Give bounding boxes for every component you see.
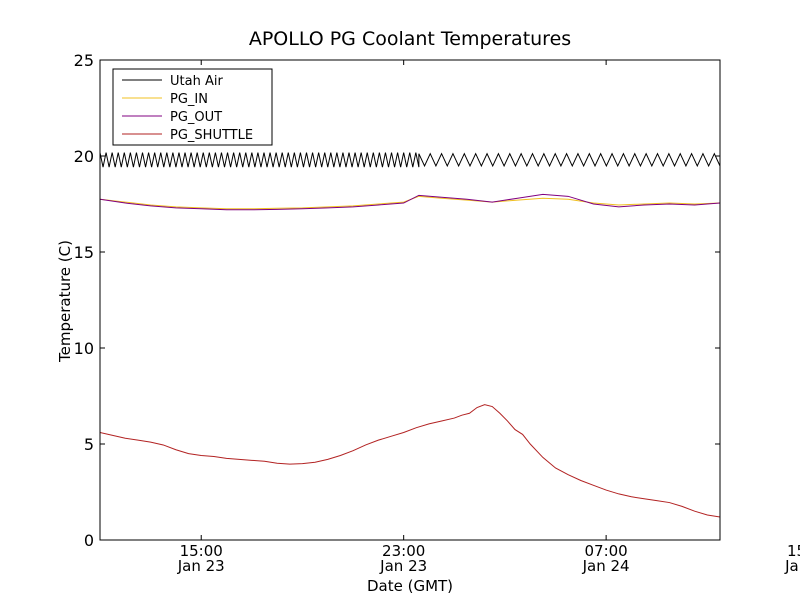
x-tick-date-label: Jan 24 bbox=[784, 557, 800, 575]
y-axis-label: Temperature (C) bbox=[56, 240, 74, 363]
x-tick-date-label: Jan 23 bbox=[379, 557, 427, 575]
x-tick-date-label: Jan 23 bbox=[177, 557, 225, 575]
y-tick-label: 15 bbox=[74, 243, 94, 262]
legend-label-pg-in: PG_IN bbox=[170, 92, 208, 107]
y-tick-label: 25 bbox=[74, 51, 94, 70]
chart-title: APOLLO PG Coolant Temperatures bbox=[249, 28, 571, 50]
legend-label-utah-air: Utah Air bbox=[170, 74, 223, 89]
x-tick-time-label: 23:00 bbox=[382, 542, 425, 560]
legend-label-pg-out: PG_OUT bbox=[170, 110, 222, 125]
y-tick-label: 10 bbox=[74, 339, 94, 358]
x-tick-date-label: Jan 24 bbox=[582, 557, 630, 575]
series-line-pg-in bbox=[100, 195, 720, 210]
x-tick-time-label: 15:00 bbox=[180, 542, 223, 560]
legend-box bbox=[112, 68, 273, 146]
x-tick-time-label: 07:00 bbox=[585, 542, 628, 560]
y-tick-label: 20 bbox=[74, 147, 94, 166]
series-line-pg-out bbox=[100, 193, 720, 211]
series-layer bbox=[100, 152, 720, 518]
x-axis-label: Date (GMT) bbox=[367, 577, 453, 595]
series-line-pg-shuttle bbox=[100, 404, 720, 518]
legend: Utah Air PG_IN PG_OUT PG_SHUTTLE bbox=[112, 68, 273, 146]
y-tick-label: 5 bbox=[84, 435, 94, 454]
y-tick-label: 0 bbox=[84, 531, 94, 550]
x-tick-time-label: 15:00 bbox=[787, 542, 800, 560]
legend-label-pg-shuttle: PG_SHUTTLE bbox=[170, 128, 253, 143]
series-line-utah-air bbox=[100, 152, 720, 168]
plot-frame bbox=[99, 59, 721, 541]
